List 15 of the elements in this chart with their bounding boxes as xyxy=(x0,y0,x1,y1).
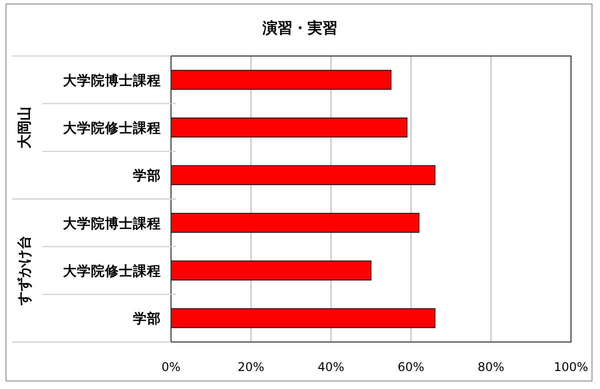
ytick: 大学院修士課程 xyxy=(63,264,161,280)
xtick: 20% xyxy=(238,360,264,374)
ytick: 大学院修士課程 xyxy=(63,120,161,136)
ytick: 大学院博士課程 xyxy=(63,72,161,89)
xtick: 100% xyxy=(554,360,588,374)
ytick: 学部 xyxy=(133,311,161,328)
group-label: 大岡山 xyxy=(17,106,33,148)
ytick: 大学院博士課程 xyxy=(63,216,161,232)
xtick: 60% xyxy=(398,360,424,374)
xtick: 0% xyxy=(161,360,181,374)
xtick: 40% xyxy=(318,360,344,374)
group-label: すずかけ台 xyxy=(17,236,33,306)
xtick: 80% xyxy=(478,360,504,374)
title: 演習・実習 xyxy=(262,19,338,37)
ytick: 学部 xyxy=(133,168,161,184)
